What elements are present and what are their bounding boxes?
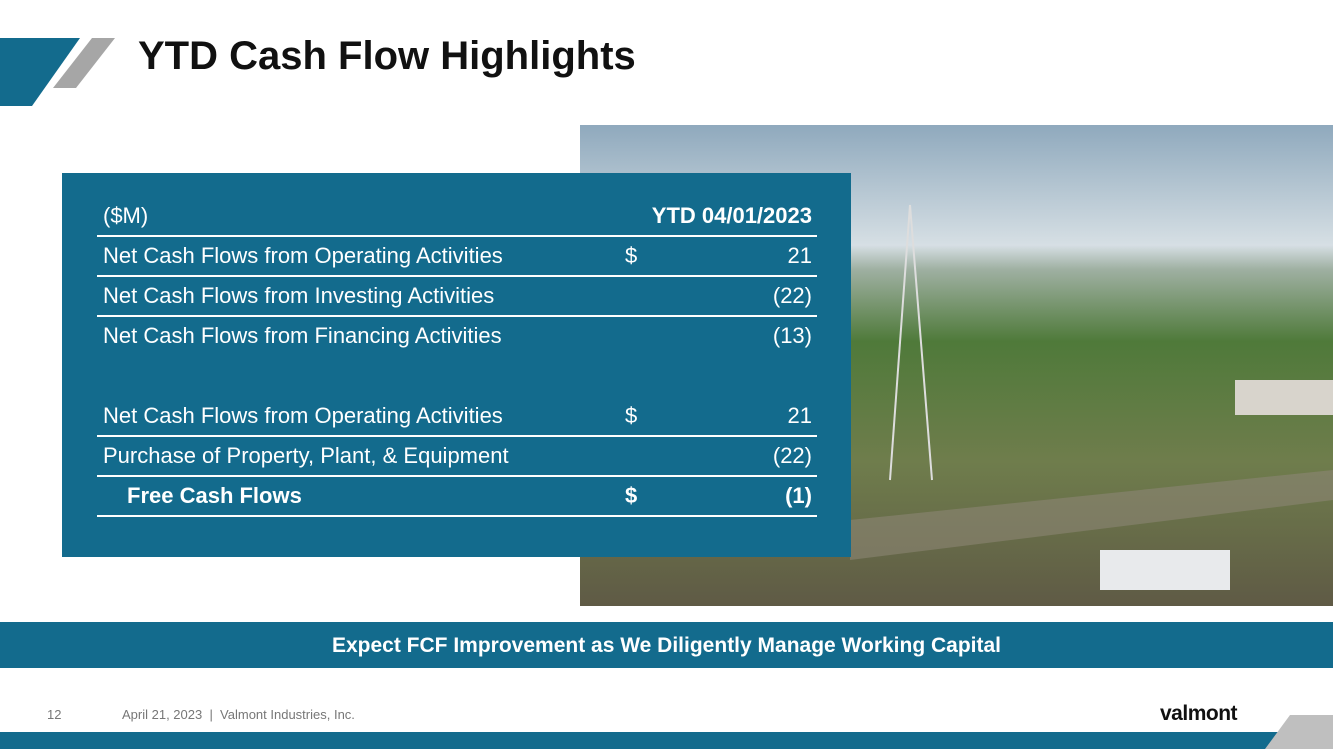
- row-label: Purchase of Property, Plant, & Equipment: [103, 443, 509, 468]
- photo-road: [850, 470, 1333, 560]
- currency: $: [625, 483, 638, 508]
- cash-flow-table: ($M) YTD 04/01/2023 Net Cash Flows from Op…: [62, 173, 851, 557]
- row-label: Free Cash Flows: [127, 483, 302, 508]
- photo-building: [1100, 550, 1230, 590]
- row-value: (13): [772, 323, 812, 348]
- footer-text: April 21, 2023 | Valmont Industries, Inc…: [122, 707, 355, 722]
- table-row: Free Cash Flows $ (1): [97, 475, 817, 517]
- photo-building: [1235, 380, 1333, 415]
- row-value: 21: [787, 243, 812, 268]
- period-label: YTD 04/01/2023: [651, 203, 812, 228]
- row-value: (1): [785, 483, 812, 508]
- stripe-gray: [53, 38, 115, 88]
- photo-tower: [909, 204, 933, 481]
- table-row: Net Cash Flows from Operating Activities…: [97, 395, 817, 437]
- currency: $: [625, 403, 638, 428]
- row-value: (22): [772, 283, 812, 308]
- logo: valmont: [1160, 702, 1238, 725]
- table-row: Net Cash Flows from Financing Activities…: [97, 315, 817, 355]
- banner: Expect FCF Improvement as We Diligently …: [0, 622, 1333, 668]
- row-label: Net Cash Flows from Financing Activities: [103, 323, 502, 348]
- slide-title: YTD Cash Flow Highlights: [138, 34, 636, 78]
- row-value: 21: [787, 403, 812, 428]
- table-row: Net Cash Flows from Investing Activities…: [97, 275, 817, 317]
- row-label: Net Cash Flows from Investing Activities: [103, 283, 495, 308]
- row-label: Net Cash Flows from Operating Activities: [103, 403, 503, 428]
- table-row: Net Cash Flows from Operating Activities…: [97, 235, 817, 277]
- unit-label: ($M): [103, 203, 149, 228]
- corner-accent: [1265, 715, 1333, 749]
- photo-tower: [889, 204, 911, 481]
- bottom-bar: [0, 732, 1333, 749]
- table-row: Purchase of Property, Plant, & Equipment…: [97, 435, 817, 477]
- currency: $: [625, 243, 638, 268]
- row-label: Net Cash Flows from Operating Activities: [103, 243, 503, 268]
- header-row: ($M) YTD 04/01/2023: [97, 195, 817, 237]
- stripe-blue: [0, 38, 80, 106]
- row-value: (22): [772, 443, 812, 468]
- page-number: 12: [47, 707, 62, 722]
